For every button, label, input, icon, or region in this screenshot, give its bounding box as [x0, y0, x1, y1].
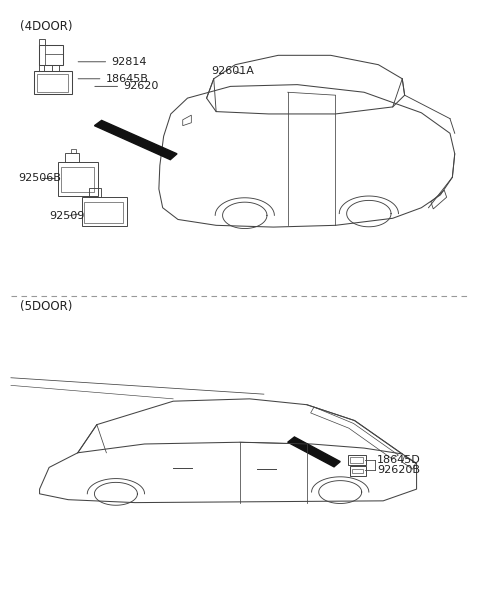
Text: 92601A: 92601A — [211, 65, 254, 75]
Text: 92620B: 92620B — [377, 465, 420, 475]
Text: 92509: 92509 — [49, 211, 84, 221]
Text: (5DOOR): (5DOOR) — [21, 300, 73, 313]
Text: 92506B: 92506B — [18, 173, 61, 183]
Polygon shape — [288, 437, 340, 467]
Text: 18645D: 18645D — [377, 455, 420, 465]
Text: 92814: 92814 — [78, 57, 147, 67]
Text: (4DOOR): (4DOOR) — [21, 20, 73, 33]
Polygon shape — [95, 120, 177, 160]
Text: 18645B: 18645B — [78, 74, 148, 84]
Text: 92620: 92620 — [95, 81, 158, 91]
